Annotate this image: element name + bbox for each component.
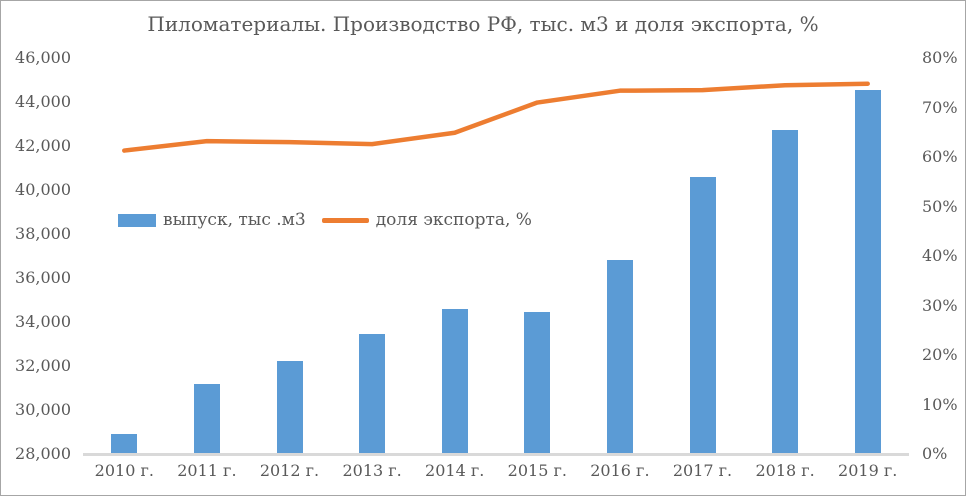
bar-2012 г. [276, 360, 303, 454]
x-axis-line [83, 453, 909, 456]
right-axis-tick: 10% [922, 394, 958, 414]
right-axis-tick: 0% [922, 444, 948, 463]
x-axis-label: 2010 г. [94, 461, 154, 480]
right-axis-tick: 40% [922, 246, 958, 265]
left-axis-tick: 44,000 [15, 92, 71, 111]
x-axis-label: 2013 г. [342, 461, 402, 480]
legend: выпуск, тыс .м3 доля экспорта, % [118, 208, 532, 232]
bar-2010 г. [111, 434, 138, 454]
left-axis-tick: 46,000 [15, 48, 71, 67]
chart-title: Пиломатериалы. Производство РФ, тыс. м3 … [147, 12, 819, 36]
left-axis-tick: 28,000 [15, 444, 71, 463]
left-axis-tick: 40,000 [15, 180, 71, 199]
bar-2013 г. [359, 334, 386, 454]
bar-2011 г. [193, 383, 220, 454]
x-axis-label: 2018 г. [755, 461, 815, 480]
bar-2015 г. [524, 312, 551, 454]
bar-2017 г. [689, 176, 716, 454]
left-axis-tick: 32,000 [15, 356, 71, 375]
left-axis-tick: 36,000 [15, 268, 71, 287]
bar-2019 г. [854, 89, 881, 454]
legend-bar-swatch-icon [118, 213, 156, 227]
bar-2014 г. [441, 308, 468, 454]
x-axis-label: 2016 г. [590, 461, 650, 480]
legend-line-swatch-icon [321, 217, 369, 223]
x-axis-label: 2019 г. [838, 461, 898, 480]
left-axis-tick: 42,000 [15, 136, 71, 155]
bar-2016 г. [606, 260, 633, 454]
right-axis-tick: 20% [922, 345, 958, 364]
bar-2018 г. [772, 129, 799, 454]
left-axis-tick: 34,000 [15, 312, 71, 331]
x-axis-label: 2015 г. [507, 461, 567, 480]
left-axis-tick: 30,000 [15, 400, 71, 419]
right-axis-tick: 80% [922, 48, 958, 67]
x-axis-label: 2012 г. [259, 461, 320, 480]
legend-label-output: выпуск, тыс .м3 [163, 210, 306, 230]
right-axis-tick: 60% [922, 147, 958, 166]
x-axis-label: 2014 г. [425, 461, 485, 480]
left-axis-tick: 38,000 [15, 224, 71, 243]
right-axis-tick: 70% [922, 97, 958, 117]
right-axis-tick: 30% [922, 295, 958, 315]
right-axis-tick: 50% [922, 196, 958, 216]
legend-label-export-share: доля экспорта, % [375, 210, 532, 230]
x-axis-label: 2017 г. [672, 461, 733, 480]
export-share-polyline [122, 81, 870, 153]
x-axis-label: 2011 г. [177, 461, 237, 480]
